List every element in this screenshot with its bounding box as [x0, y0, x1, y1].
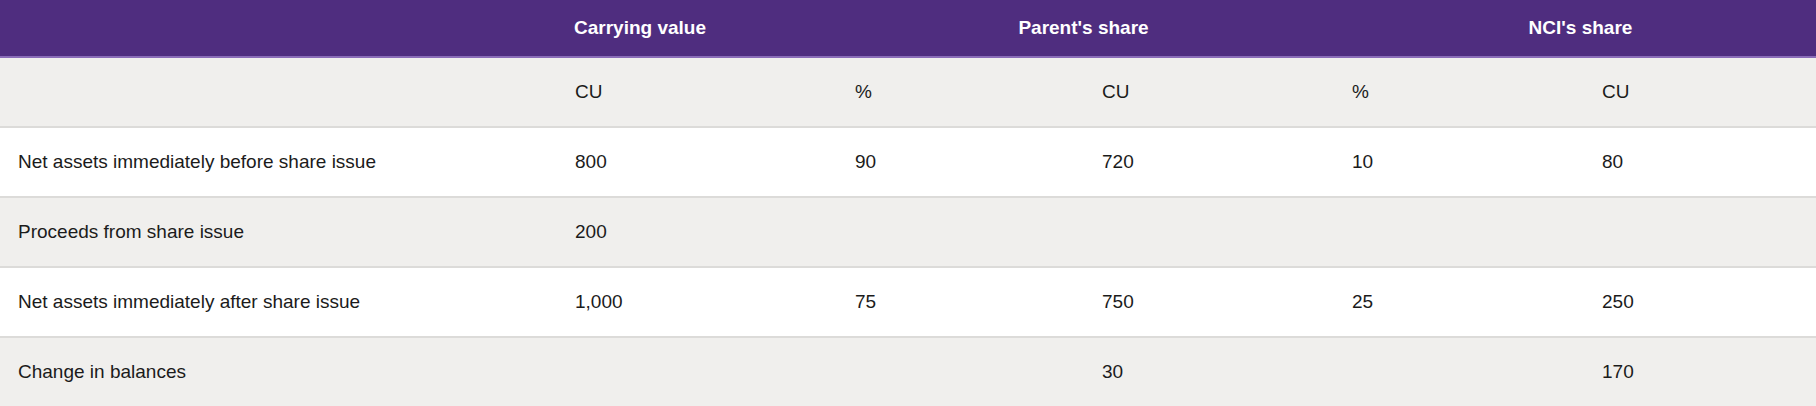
row-label: Proceeds from share issue — [0, 221, 555, 243]
cell-carrying-cu: 800 — [555, 151, 835, 173]
cell-nci-cu: 250 — [1582, 291, 1816, 313]
unit-header-carrying-cu: CU — [555, 81, 835, 103]
row-label: Change in balances — [0, 361, 555, 383]
cell-nci-cu: 80 — [1582, 151, 1816, 173]
cell-carrying-cu: 1,000 — [555, 291, 835, 313]
cell-parent-cu: 750 — [1082, 291, 1332, 313]
table-row: Net assets immediately after share issue… — [0, 268, 1816, 338]
cell-parent-pct: 90 — [835, 151, 1082, 173]
table-row: Net assets immediately before share issu… — [0, 128, 1816, 198]
cell-parent-cu: 30 — [1082, 361, 1332, 383]
row-label: Net assets immediately before share issu… — [0, 151, 555, 173]
table-unit-header-row: CU % CU % CU — [0, 58, 1816, 128]
table-group-header-row: Carrying value Parent's share NCI's shar… — [0, 0, 1816, 58]
cell-nci-cu: 170 — [1582, 361, 1816, 383]
unit-header-parent-cu: CU — [1082, 81, 1332, 103]
cell-nci-pct: 25 — [1332, 291, 1582, 313]
cell-parent-cu: 720 — [1082, 151, 1332, 173]
table-row: Change in balances 30 170 — [0, 338, 1816, 406]
cell-parent-pct: 75 — [835, 291, 1082, 313]
unit-header-parent-pct: % — [835, 81, 1082, 103]
row-label: Net assets immediately after share issue — [0, 291, 555, 313]
cell-carrying-cu: 200 — [555, 221, 835, 243]
cell-nci-pct: 10 — [1332, 151, 1582, 173]
group-header-carrying-value: Carrying value — [555, 17, 835, 39]
unit-header-nci-cu: CU — [1582, 81, 1816, 103]
table-row: Proceeds from share issue 200 — [0, 198, 1816, 268]
unit-header-nci-pct: % — [1332, 81, 1582, 103]
group-header-parents-share: Parent's share — [835, 17, 1332, 39]
group-header-ncis-share: NCI's share — [1332, 17, 1816, 39]
shares-allocation-table: Carrying value Parent's share NCI's shar… — [0, 0, 1816, 406]
